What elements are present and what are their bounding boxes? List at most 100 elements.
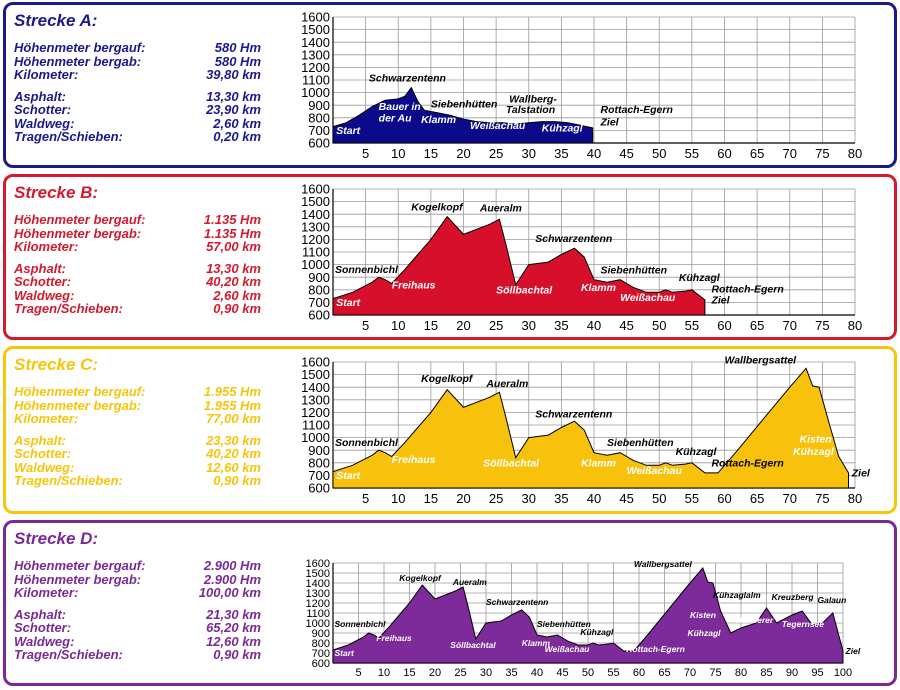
x-tick-label: 5: [362, 491, 369, 506]
x-tick-label: 45: [556, 667, 568, 679]
x-tick-label: 25: [489, 146, 503, 161]
stat-label: Schotter:: [14, 620, 72, 635]
y-tick-label: 600: [312, 658, 330, 670]
y-tick-label: 1400: [306, 578, 330, 590]
x-tick-label: 80: [848, 146, 862, 161]
place-label: Aueralm: [479, 203, 522, 215]
place-label: Klamm: [522, 638, 551, 648]
y-tick-label: 700: [308, 468, 330, 483]
x-tick-label: 60: [633, 667, 645, 679]
place-label: Freihaus: [376, 633, 412, 643]
stat-label: Tragen/Schieben:: [14, 647, 123, 662]
place-label: Kogelkopf: [421, 373, 474, 385]
place-label: Weißachau: [470, 120, 526, 132]
stat-value: 12,60 km: [206, 633, 261, 649]
stat-value: 1.135 Hm: [203, 212, 261, 227]
y-tick-label: 1100: [302, 245, 330, 260]
stat-label: Höhenmeter bergab:: [14, 225, 142, 241]
panel-strecke-c: Strecke C: Höhenmeter bergauf: 1.955 Hm H…: [3, 346, 897, 514]
panel-title: Strecke B:: [14, 183, 99, 202]
stat-label: Höhenmeter bergauf:: [14, 40, 146, 55]
stat-value: 2,60 km: [213, 115, 261, 131]
elevation-area: [332, 86, 594, 144]
place-label: Start: [336, 297, 360, 309]
x-tick-label: 15: [424, 318, 438, 333]
place-label: Kühzagl: [580, 627, 614, 637]
x-tick-label: 95: [811, 667, 823, 679]
x-tick-label: 50: [652, 491, 666, 506]
stat-label: Höhenmeter bergab:: [14, 397, 142, 413]
stat-value: 39,80 km: [206, 67, 261, 82]
x-tick-label: 75: [709, 667, 721, 679]
x-tick-label: 10: [378, 667, 390, 679]
x-tick-label: 70: [783, 491, 797, 506]
place-label: Aueralm: [485, 378, 528, 390]
x-tick-label: 50: [582, 667, 594, 679]
elevation-chart: 6007008009001000110012001300140015001600…: [306, 558, 861, 679]
x-tick-label: 25: [454, 667, 466, 679]
place-label: Kühzagl: [687, 628, 721, 638]
y-tick-label: 900: [308, 270, 330, 285]
place-label: Talstation: [506, 104, 555, 116]
x-tick-label: 25: [489, 318, 503, 333]
x-tick-label: 20: [429, 667, 441, 679]
y-tick-label: 1200: [301, 60, 330, 75]
stat-value: 0,20 km: [213, 129, 261, 144]
y-tick-label: 1000: [301, 257, 330, 272]
place-label: Söllbachtal: [483, 458, 540, 470]
stat-label: Waldweg:: [14, 115, 75, 131]
x-tick-label: 25: [489, 491, 503, 506]
place-label: Hennerer: [736, 615, 774, 625]
stat-label: Höhenmeter bergauf:: [14, 558, 146, 573]
place-label: Weißachau: [627, 465, 683, 477]
x-tick-label: 40: [587, 318, 601, 333]
x-tick-label: 35: [554, 318, 568, 333]
stat-label: Höhenmeter bergab:: [14, 571, 142, 587]
y-tick-label: 1300: [301, 219, 330, 234]
stat-label: Schotter:: [14, 102, 72, 117]
panel-strecke-a: Strecke A: Höhenmeter bergauf: 580 Hm Höh…: [3, 2, 897, 168]
x-tick-label: 10: [391, 491, 405, 506]
stat-value: 77,00 km: [206, 411, 261, 426]
y-tick-label: 900: [312, 628, 330, 640]
place-label: Siebenhütten: [431, 99, 498, 111]
y-tick-label: 1200: [301, 405, 330, 420]
x-tick-label: 80: [848, 491, 862, 506]
stat-value: 65,20 km: [206, 620, 261, 635]
x-tick-label: 10: [391, 146, 405, 161]
stat-value: 40,20 km: [206, 274, 261, 289]
panel-strecke-b: Strecke B: Höhenmeter bergauf: 1.135 Hm H…: [3, 174, 897, 340]
stat-label: Tragen/Schieben:: [14, 473, 123, 488]
stat-value: 2,60 km: [213, 287, 261, 303]
x-tick-label: 75: [815, 146, 829, 161]
x-tick-label: 55: [685, 146, 699, 161]
place-label: Schwarzentenn: [535, 233, 612, 245]
elevation-chart: 6007008009001000110012001300140015001600…: [301, 182, 862, 333]
y-tick-label: 900: [308, 98, 330, 113]
x-tick-label: 35: [554, 146, 568, 161]
y-tick-label: 1300: [301, 47, 330, 62]
place-label: Rottach-Egern: [711, 458, 783, 470]
x-tick-label: 60: [717, 491, 731, 506]
stat-value: 0,90 km: [213, 301, 261, 316]
place-label: Ziel: [600, 116, 620, 128]
place-label: Söllbachtal: [496, 285, 553, 297]
x-tick-label: 70: [783, 146, 797, 161]
stat-label: Asphalt:: [14, 88, 66, 104]
place-label: Kogelkopf: [411, 201, 464, 213]
y-tick-label: 700: [308, 295, 330, 310]
place-label: Kisten: [800, 434, 832, 446]
stat-value: 23,30 km: [206, 432, 261, 448]
stat-label: Kilometer:: [14, 239, 79, 254]
stat-label: Höhenmeter bergauf:: [14, 384, 146, 399]
x-tick-label: 5: [362, 318, 369, 333]
x-tick-label: 65: [658, 667, 670, 679]
place-label: Wallbergsattel: [725, 354, 798, 366]
place-label: Siebenhütten: [607, 437, 674, 449]
stat-value: 13,30 km: [206, 260, 261, 276]
y-tick-label: 1500: [301, 194, 330, 209]
x-tick-label: 40: [587, 491, 601, 506]
stat-label: Asphalt:: [14, 606, 66, 622]
x-tick-label: 70: [684, 667, 696, 679]
y-tick-label: 600: [308, 308, 330, 323]
